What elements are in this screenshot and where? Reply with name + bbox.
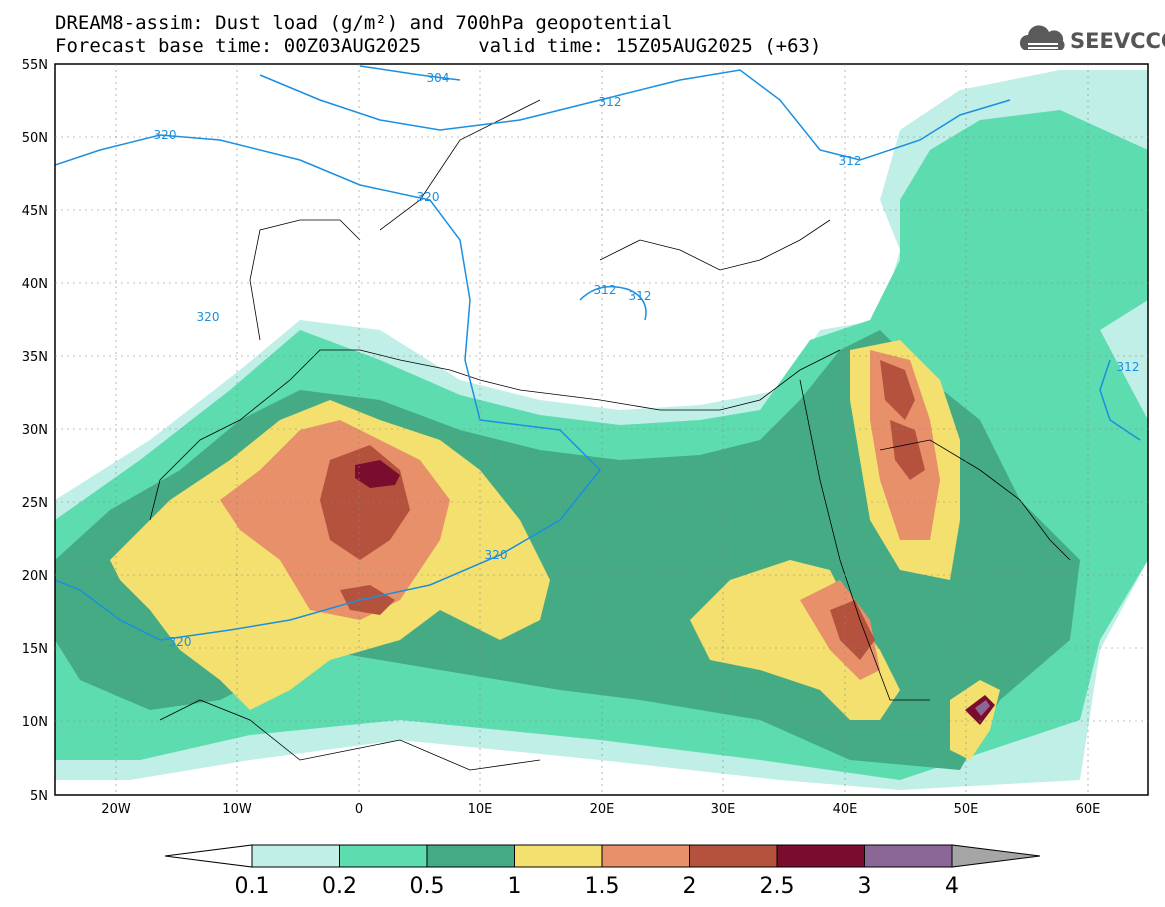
lat-tick-label: 25N — [22, 496, 48, 511]
geopotential-contours — [55, 65, 1141, 641]
contour-label: 312 — [594, 283, 617, 297]
gridlines — [55, 64, 1148, 795]
dust-level-3 — [975, 700, 990, 716]
contour-label: 304 — [427, 71, 450, 85]
lat-tick-label: 55N — [22, 58, 48, 73]
dust-level-1b — [690, 560, 900, 720]
contour-label: 312 — [1117, 360, 1140, 374]
dust-level-2d — [830, 600, 875, 660]
contour-label: 320 — [169, 635, 192, 649]
logo-text: SEEVCCC — [1070, 29, 1165, 53]
contour-label: 320 — [485, 548, 508, 562]
coastlines — [149, 99, 1071, 771]
contour-label: 320 — [417, 190, 440, 204]
dust-level-2b — [880, 360, 915, 420]
lon-tick-label: 0 — [355, 802, 363, 817]
lon-tick-label: 30E — [711, 802, 736, 817]
lon-tick-label: 60E — [1076, 802, 1101, 817]
cloud-icon — [1019, 25, 1065, 50]
lat-tick-label: 50N — [22, 131, 48, 146]
lon-tick-label: 20E — [590, 802, 615, 817]
contour-label: 312 — [629, 289, 652, 303]
seevccc-logo: SEEVCCC — [1018, 24, 1165, 60]
lat-tick-label: 15N — [22, 642, 48, 657]
lon-tick-label: 10W — [222, 802, 252, 817]
lat-tick-label: 30N — [22, 423, 48, 438]
dust-level-2e — [340, 585, 395, 615]
lon-tick-label: 20W — [101, 802, 131, 817]
map-frame — [54, 63, 1149, 796]
contour-label: 312 — [839, 154, 862, 168]
lon-tick-label: 40E — [833, 802, 858, 817]
map-title-line1: DREAM8-assim: Dust load (g/m²) and 700hP… — [55, 12, 673, 34]
lat-tick-label: 10N — [22, 715, 48, 730]
contour-label: 320 — [197, 310, 220, 324]
lat-tick-label: 5N — [30, 789, 48, 804]
dust-load-field — [55, 64, 1148, 795]
dust-level-2c — [890, 420, 925, 480]
map-title-line2: Forecast base time: 00Z03AUG2025 valid t… — [55, 35, 822, 57]
lon-tick-label: 50E — [954, 802, 979, 817]
lat-tick-label: 45N — [22, 204, 48, 219]
lon-tick-label: 10E — [468, 802, 493, 817]
contour-label: 312 — [599, 95, 622, 109]
lat-tick-label: 20N — [22, 569, 48, 584]
contour-label: 320 — [154, 128, 177, 142]
lat-tick-label: 35N — [22, 350, 48, 365]
lat-tick-label: 40N — [22, 277, 48, 292]
dust-level-2.5 — [355, 460, 400, 488]
